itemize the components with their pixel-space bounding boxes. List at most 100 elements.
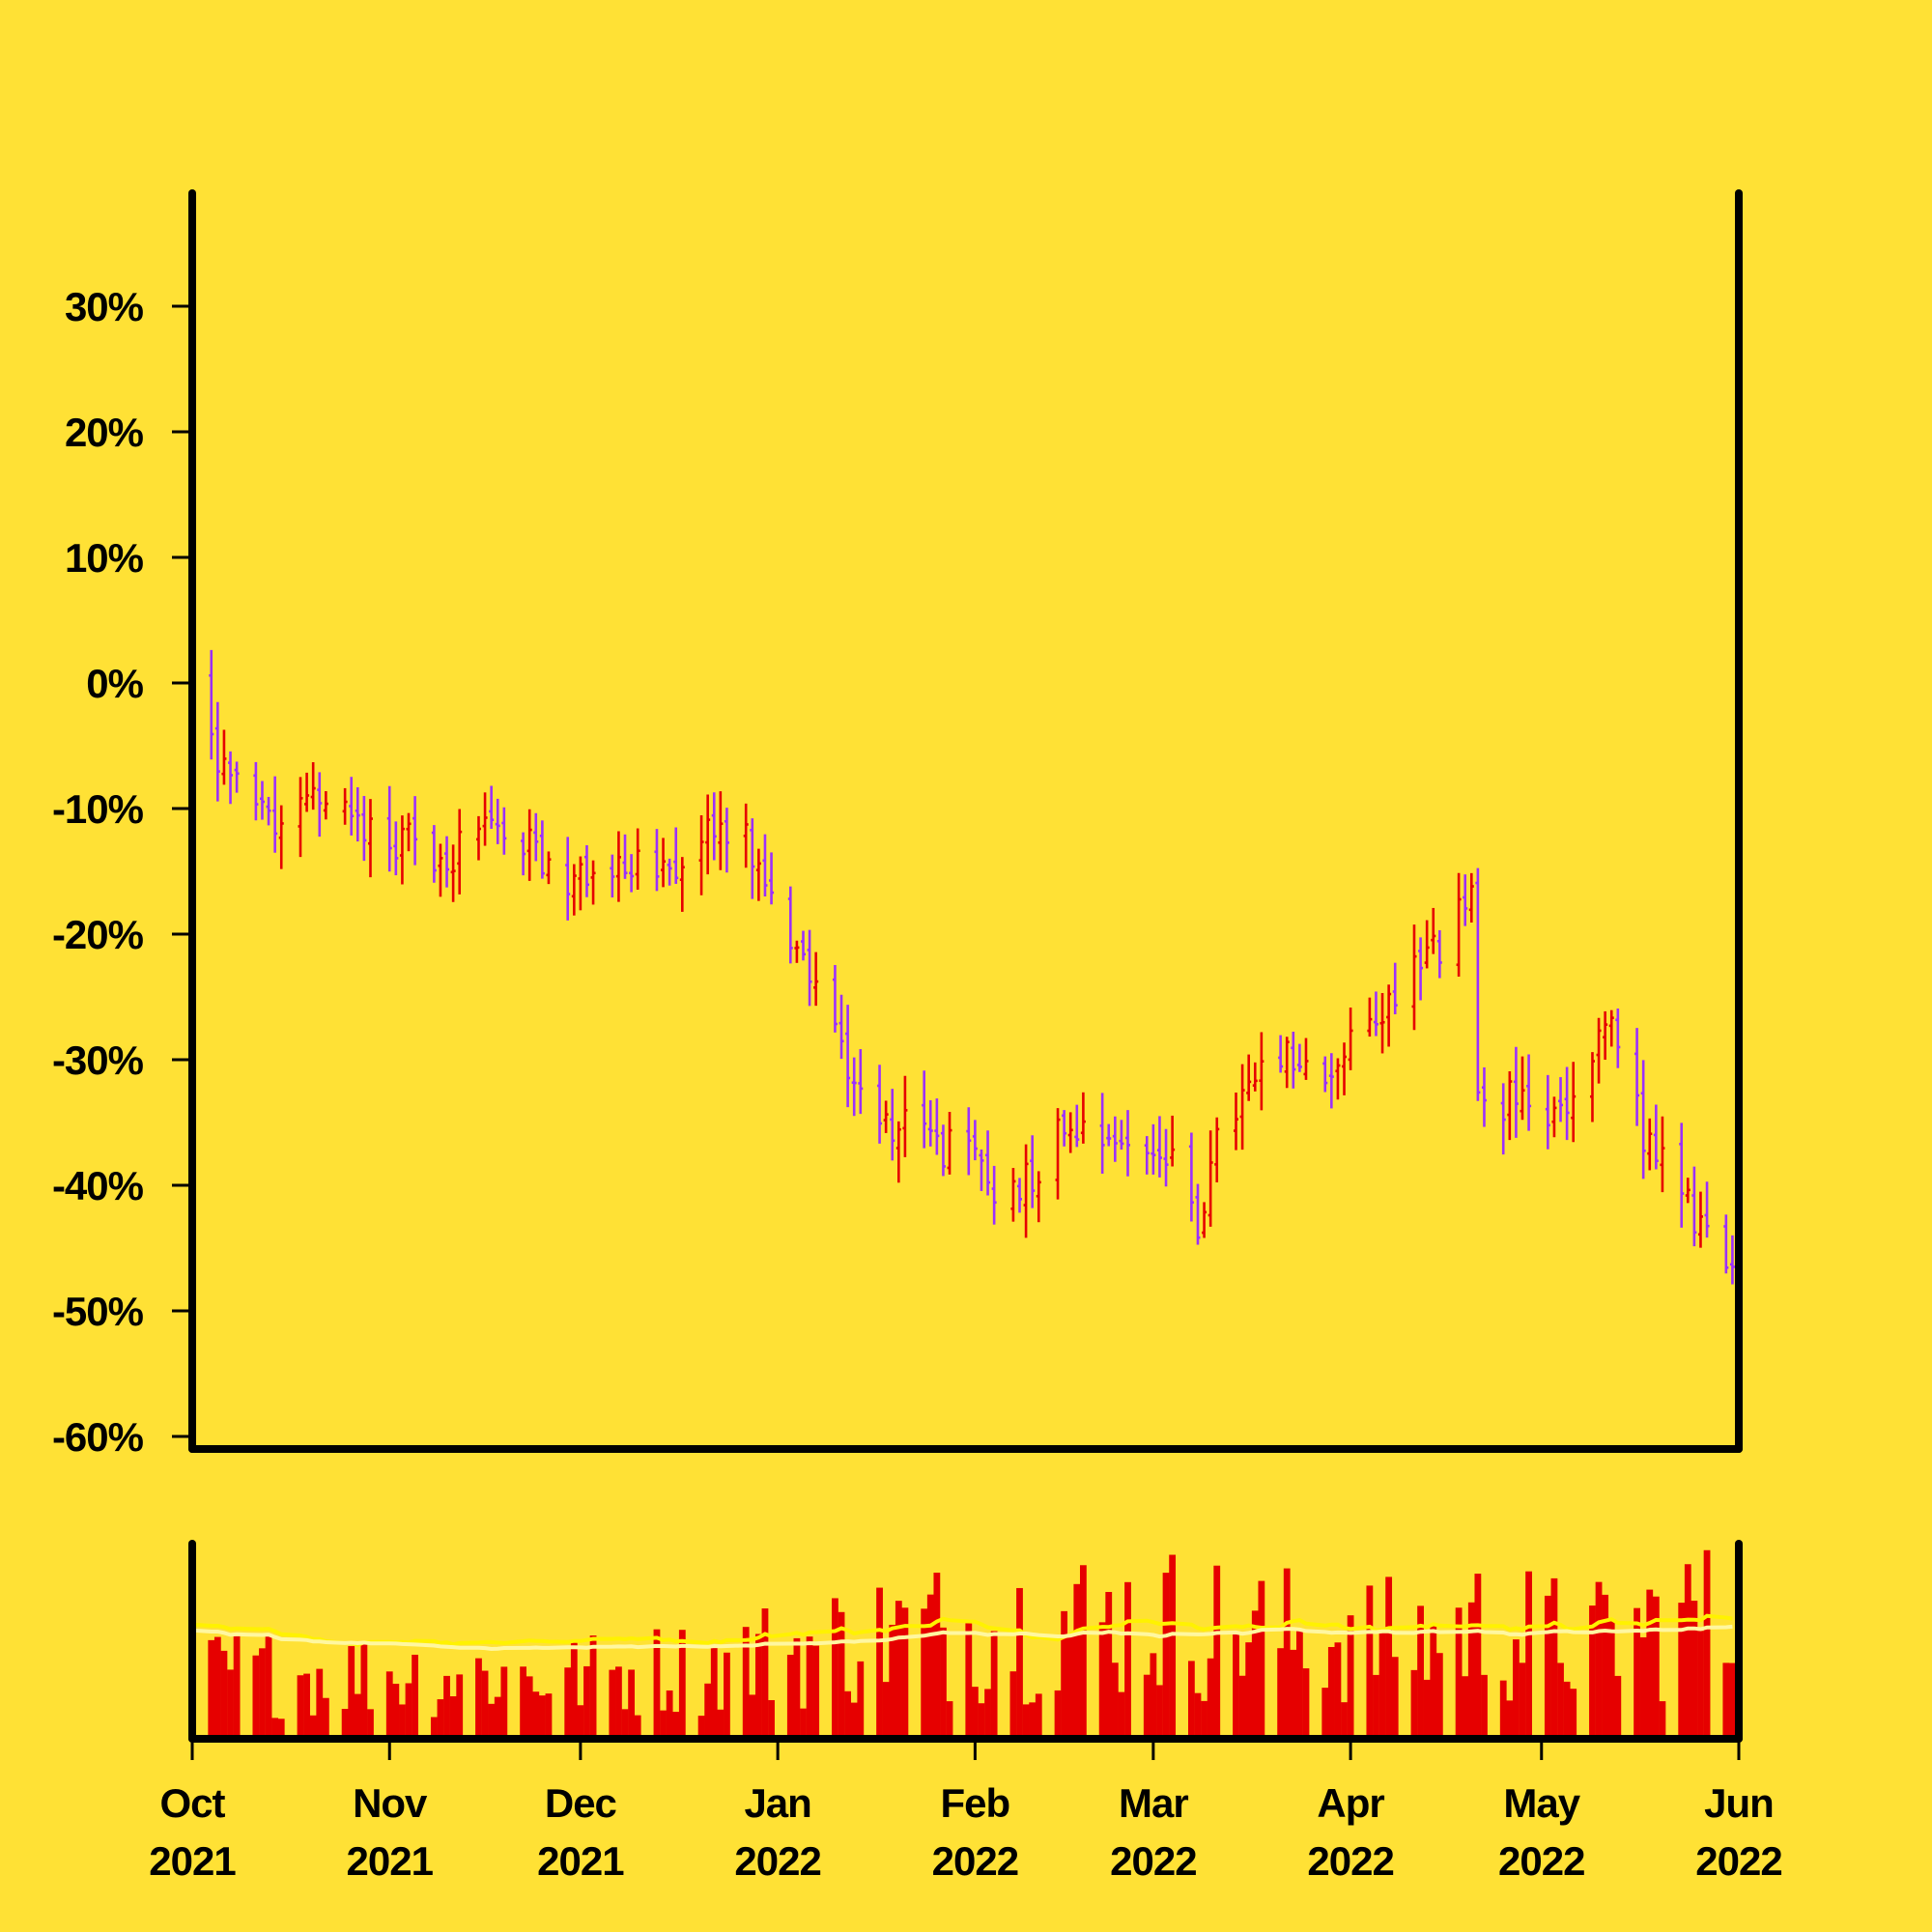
volume-bar [1525,1571,1532,1739]
ohlc-bar [832,964,838,1033]
y-tick-label: 0% [86,661,143,706]
ohlc-bar [1589,1052,1595,1122]
ohlc-bar [615,831,621,902]
ohlc-bar [1679,1122,1685,1228]
y-tick-label: -40% [52,1163,144,1208]
ohlc-bar [1062,1110,1067,1147]
volume-bar [360,1641,368,1739]
volume-bar [341,1709,349,1739]
ohlc-bar [438,843,443,897]
volume-bar [1602,1594,1609,1739]
ohlc-bar [1545,1074,1550,1150]
ohlc-bar [794,940,800,963]
volume-bar [354,1693,361,1739]
volume-bar [1652,1596,1660,1739]
ohlc-bar [1418,937,1424,1001]
volume-bar [1690,1601,1698,1739]
volume-bar [761,1608,769,1739]
x-tick-label-year: 2022 [734,1838,820,1884]
ohlc-bar [1520,1056,1525,1121]
ohlc-bar [769,852,775,905]
ohlc-bar [214,701,220,802]
ohlc-bar [845,1005,851,1108]
volume-bar [271,1718,279,1739]
ohlc-bar [1195,1183,1201,1245]
volume-bar [1238,1675,1246,1739]
volume-bar [1073,1583,1081,1739]
volume-bar [1162,1573,1170,1739]
volume-bar [1251,1610,1259,1739]
ohlc-bar [253,761,259,821]
ohlc-bar [393,821,399,876]
volume-bar [1124,1581,1131,1739]
volume-bar [1207,1658,1214,1739]
volume-bar [532,1691,540,1739]
volume-bar [1481,1674,1488,1739]
ohlc-bar [1367,997,1373,1037]
ohlc-bar [1234,1093,1239,1151]
x-tick-label-year: 2022 [1307,1838,1393,1884]
ohlc-bar [298,777,303,858]
ohlc-bar [1392,962,1398,1014]
volume-bar [1474,1574,1482,1739]
ohlc-bar [1379,993,1385,1054]
ohlc-bar [890,1089,895,1161]
volume-bar [1098,1622,1106,1739]
ohlc-bar [940,1124,946,1177]
volume-bar [1423,1679,1431,1739]
ohlc-bar [1010,1168,1016,1222]
ohlc-bar [895,1121,901,1183]
ohlc-bar [743,803,749,868]
volume-bar [850,1702,858,1739]
volume-bar [1283,1568,1291,1739]
volume-ma-slow [191,1624,1733,1652]
y-tick-label: -30% [52,1037,144,1083]
volume-bar [220,1650,228,1739]
ohlc-bar [1030,1135,1036,1208]
ohlc-bar [1151,1123,1156,1175]
ohlc-bar [813,952,819,1007]
ohlc-bar [259,781,265,820]
volume-bar [589,1635,597,1739]
volume-bar [1506,1700,1514,1739]
ohlc-bar [718,791,724,870]
volume-bar [1499,1680,1507,1739]
volume-bar [233,1635,241,1739]
volume-bar [1684,1564,1691,1739]
ohlc-bar [444,836,450,888]
x-tick-label-month: Apr [1317,1780,1384,1826]
volume-bar [844,1690,852,1739]
ohlc-bar [947,1112,952,1175]
volume-bar [1513,1639,1520,1739]
ohlc-bar [539,820,545,879]
x-tick-label-year: 2021 [149,1838,236,1884]
volume-bar [1435,1653,1443,1739]
ohlc-bar [1660,1116,1665,1193]
volume-bar [1277,1648,1285,1739]
volume-bar [901,1607,909,1739]
volume-bar [1417,1605,1424,1739]
volume-bar [724,1652,730,1739]
volume-bar [1570,1689,1577,1739]
ohlc-bar [1099,1093,1105,1175]
x-tick-label-year: 2022 [1110,1838,1196,1884]
volume-bar [259,1648,266,1739]
ohlc-bar [1729,1235,1735,1285]
volume-bar [832,1598,838,1739]
volume-bar [481,1670,489,1739]
volume-bar [921,1608,928,1739]
x-tick-label-month: Jun [1704,1780,1774,1826]
volume-bar [1327,1646,1335,1739]
ohlc-bar [1424,920,1430,969]
volume-bar [577,1705,584,1739]
volume-bar [265,1635,272,1739]
volume-bar [1373,1674,1379,1739]
x-tick-label-month: Jan [744,1780,810,1826]
volume-bar [322,1697,329,1739]
volume-bar [1187,1661,1195,1739]
x-tick-label-year: 2021 [537,1838,624,1884]
ohlc-bar [622,834,628,879]
y-tick-label: 10% [65,535,144,581]
ohlc-bar [457,809,463,895]
volume-bar [1016,1587,1023,1739]
